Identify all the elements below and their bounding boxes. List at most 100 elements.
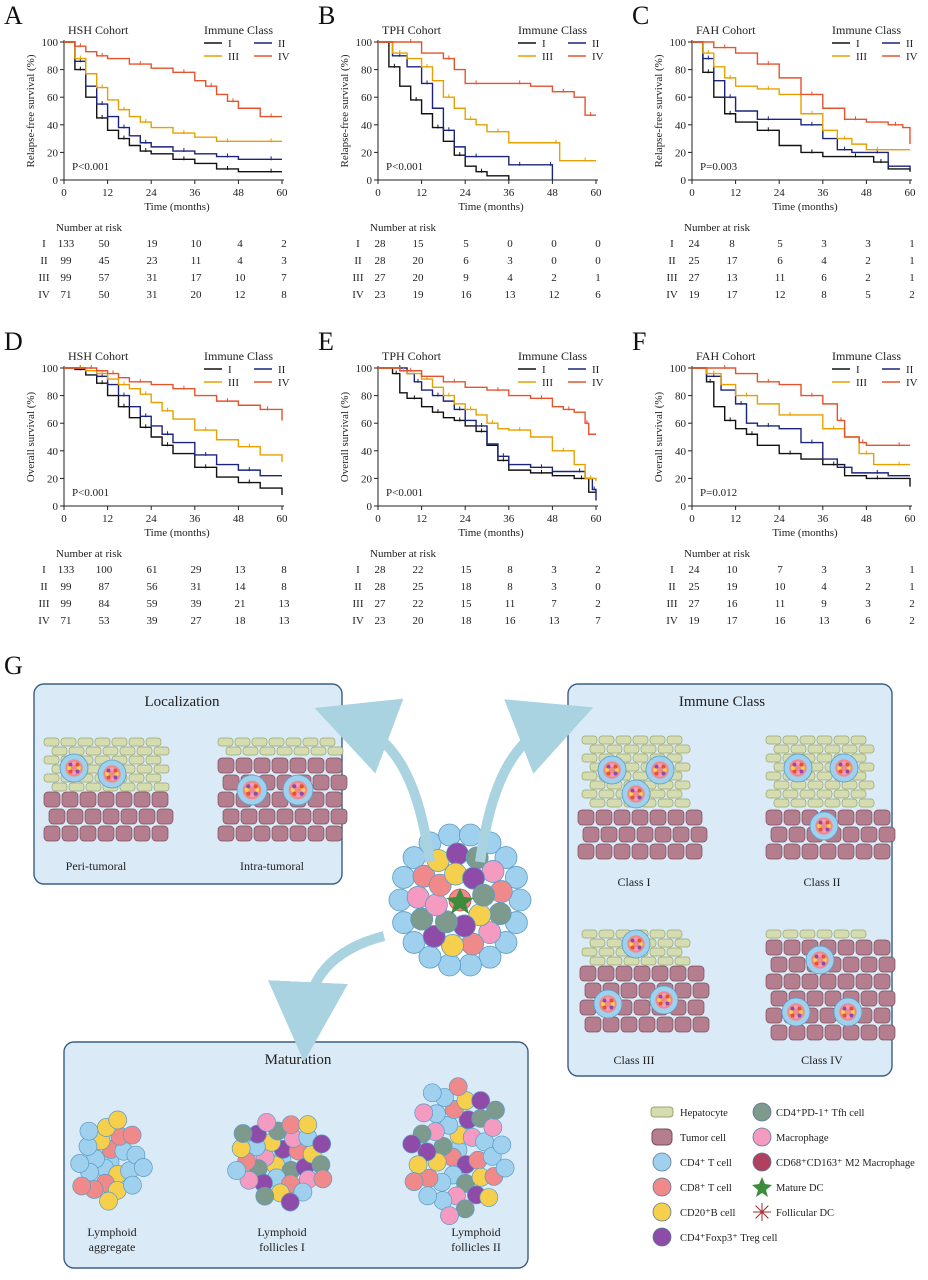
risk-value: 53 (99, 615, 111, 627)
tls-cell (606, 997, 610, 1002)
risk-value: 15 (461, 564, 473, 576)
risk-row-label: II (354, 255, 362, 267)
legend-label: CD4⁺PD-1⁺ Tfh cell (776, 1108, 865, 1119)
x-tick-label: 60 (905, 187, 917, 199)
tls-cell (488, 902, 512, 926)
y-tick-label: 100 (670, 363, 687, 375)
tumor-cell (765, 809, 783, 826)
hepatocyte (674, 744, 691, 754)
risk-value: 13 (279, 615, 291, 627)
risk-value: 3 (281, 255, 287, 267)
tumor-cell (783, 843, 801, 860)
risk-value: 31 (147, 272, 158, 284)
treg-cell-icon (652, 1227, 672, 1247)
tls-cell (313, 1169, 333, 1189)
risk-value: 2 (595, 564, 601, 576)
tls-cell (794, 1005, 798, 1010)
tls-cell (105, 772, 110, 776)
hepatocyte (649, 947, 666, 957)
tls-cell (106, 768, 111, 773)
risk-row-label: II (668, 581, 676, 593)
panel-letter: F (632, 327, 646, 356)
risk-value: 12 (775, 289, 786, 301)
tls-cell (630, 938, 635, 943)
tumor-cell (649, 809, 667, 826)
y-tick-label: 80 (361, 65, 373, 77)
label-lymphoid-follicles-i-1: Lymphoid (257, 1225, 306, 1239)
risk-table-title: Number at risk (56, 548, 122, 560)
risk-value: 13 (727, 272, 739, 284)
risk-value: 13 (235, 564, 247, 576)
hepatocyte (119, 746, 136, 756)
tumor-cell (631, 843, 649, 860)
tls-cell (826, 824, 831, 828)
risk-value: 84 (99, 598, 111, 610)
y-tick-label: 100 (356, 37, 373, 49)
risk-value: 7 (551, 598, 557, 610)
risk-row-label: III (667, 598, 678, 610)
hepatocyte (589, 798, 606, 808)
y-tick-label: 20 (47, 147, 59, 159)
tls-cell (814, 954, 819, 959)
tumor-cell (692, 1016, 710, 1033)
x-tick-label: 24 (146, 513, 158, 525)
risk-value: 0 (551, 255, 557, 267)
hepatocyte (615, 735, 632, 745)
tls-cell (404, 1172, 424, 1191)
tls-cell (661, 764, 666, 769)
risk-value: 7 (777, 564, 783, 576)
risk-row-label: II (40, 255, 48, 267)
risk-value: 7 (595, 615, 601, 627)
risk-value: 13 (505, 289, 517, 301)
y-tick-label: 40 (675, 120, 687, 132)
tls-cell (486, 1100, 505, 1120)
tls-cell (605, 768, 610, 772)
y-axis-label: Overall survival (%) (653, 391, 665, 482)
tls-cell (629, 792, 634, 796)
hepatocyte (858, 744, 875, 754)
hepatocyte (674, 780, 691, 790)
risk-value: 13 (279, 598, 291, 610)
y-tick-label: 40 (361, 446, 373, 458)
tumor-cell (672, 826, 690, 843)
label-class-iii: Class III (614, 1053, 655, 1067)
follicular-dc-spoke (755, 1205, 763, 1213)
series-line-II (64, 41, 282, 160)
tumor-cell (656, 1016, 674, 1033)
hepatocyte (136, 782, 153, 792)
tumor-cell (271, 757, 289, 774)
arrow-immune-class (475, 699, 594, 863)
cohort-title: FAH Cohort (696, 23, 756, 37)
hepatocyte (807, 780, 824, 790)
hepatocyte (782, 789, 799, 799)
hepatocyte (581, 753, 598, 763)
hepatocyte (128, 737, 145, 747)
legend-label-II: II (592, 364, 600, 376)
y-axis-label: Overall survival (%) (339, 391, 351, 482)
hepatocyte (276, 746, 293, 756)
risk-value: 27 (191, 615, 203, 627)
tumor-cell (289, 825, 307, 842)
risk-value: 50 (99, 289, 111, 301)
label-lymphoid-follicles-ii-2: follicles II (451, 1240, 501, 1254)
risk-value: 31 (191, 581, 202, 593)
risk-value: 6 (595, 289, 601, 301)
risk-value: 11 (505, 598, 516, 610)
tumor-cell (271, 825, 289, 842)
follicular-dc-icon (753, 1203, 771, 1221)
cell-legend: Hepatocyte Tumor cell CD4⁺ T cell CD8⁺ T ce… (650, 1102, 915, 1247)
tls-cell (255, 787, 260, 793)
risk-value: 99 (61, 598, 73, 610)
tls-cell (629, 942, 634, 946)
legend-label-II: II (592, 38, 600, 50)
series-line-I (64, 41, 282, 173)
tumor-cell (48, 808, 66, 825)
hepatocyte (327, 746, 344, 756)
tls-cell (67, 766, 72, 770)
tls-cell (842, 1013, 847, 1018)
hepatocyte (268, 737, 285, 747)
y-tick-label: 100 (42, 37, 59, 49)
risk-value: 18 (461, 615, 473, 627)
tumor-cell (788, 1024, 806, 1041)
